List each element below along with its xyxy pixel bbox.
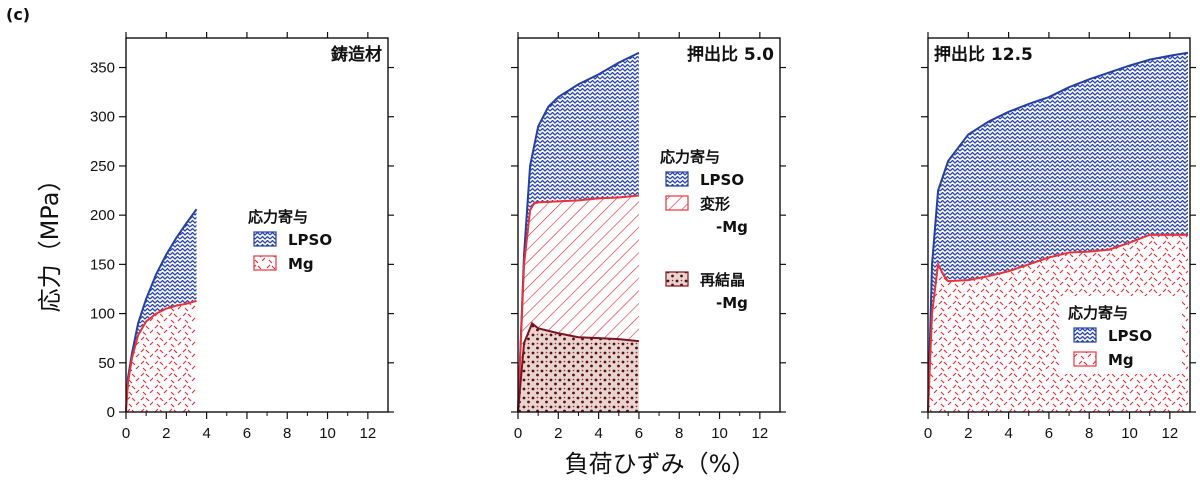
plot-frame [125, 37, 389, 413]
area-rex [518, 323, 639, 412]
x-tick-label: 6 [635, 425, 643, 442]
y-tick-label: 250 [90, 158, 115, 175]
y-tick-label: 0 [107, 404, 115, 421]
curve-lpso [927, 51, 1189, 413]
x-tick-label: 0 [924, 425, 932, 442]
y-tick-label: 200 [90, 207, 115, 224]
x-tick-label: 10 [319, 425, 336, 442]
figure-label: (c) [6, 5, 30, 24]
area-def [518, 195, 639, 412]
legend-label: Mg [288, 255, 314, 273]
legend-label: LPSO [700, 171, 744, 189]
legend-label: Mg [1108, 351, 1134, 369]
curve-mg [927, 233, 1188, 413]
panel-title: 押出比 5.0 [687, 44, 774, 65]
x-tick-label: 4 [1004, 425, 1012, 442]
curve-mg [125, 299, 197, 413]
y-tick-label: 300 [90, 109, 115, 126]
curve-def [517, 194, 640, 413]
x-tick-label: 0 [122, 425, 130, 442]
legend-title: 応力寄与 [248, 208, 308, 226]
x-tick-label: 12 [360, 425, 377, 442]
plot-frame [927, 37, 1191, 413]
x-tick-label: 2 [162, 425, 170, 442]
panel-extrusion-5: 0 2 4 6 8 10 12 押出比 5.0 応力寄与 LPSO 変形 -Mg 再結晶 -Mg [511, 32, 786, 442]
curve-rex [517, 321, 640, 413]
legend-swatch-lpso [1073, 327, 1097, 343]
x-tick-label: 2 [964, 425, 972, 442]
legend-label: LPSO [288, 231, 332, 249]
area-lpso [928, 52, 1188, 413]
legend-label: 再結晶 [700, 271, 745, 289]
legend-title: 応力寄与 [1068, 304, 1128, 322]
legend-swatch-rex [665, 271, 689, 287]
x-tick-label: 2 [554, 425, 562, 442]
legend-label: 変形 [700, 195, 730, 213]
y-tick-label: 50 [98, 355, 115, 372]
x-tick-label: 4 [202, 425, 210, 442]
legend-label: LPSO [1108, 327, 1152, 345]
x-tick-label: 6 [1045, 425, 1053, 442]
x-tick-label: 4 [594, 425, 602, 442]
y-tick-label: 350 [90, 60, 115, 77]
y-axis-label: 応力（MPa） [36, 168, 64, 313]
panel-extrusion-12-5: 0 2 4 6 8 10 12 押出比 12.5 応力寄与 LPSO Mg [921, 32, 1196, 442]
x-tick-label: 12 [752, 425, 769, 442]
legend-swatch-lpso [253, 231, 277, 247]
panel-title: 押出比 12.5 [934, 44, 1033, 65]
x-tick-label: 12 [1162, 425, 1179, 442]
area-mg [126, 300, 197, 412]
x-tick-label: 10 [1121, 425, 1138, 442]
legend-label: -Mg [716, 294, 748, 312]
panel-title: 鋳造材 [331, 44, 382, 65]
legend-swatch-mg [1073, 351, 1097, 367]
x-tick-label: 0 [514, 425, 522, 442]
legend-label: -Mg [716, 218, 748, 236]
x-tick-label: 6 [243, 425, 251, 442]
area-lpso [518, 52, 639, 413]
plot-frame [517, 37, 781, 413]
x-tick-label: 8 [1085, 425, 1093, 442]
legend-title: 応力寄与 [660, 148, 720, 166]
x-axis-label: 負荷ひずみ（%） [565, 450, 756, 478]
x-tick-label: 10 [711, 425, 728, 442]
y-tick-label: 150 [90, 256, 115, 273]
x-tick-label: 8 [675, 425, 683, 442]
curve-lpso [517, 51, 640, 413]
legend-swatch-mg [253, 255, 277, 271]
legend-swatch-def [665, 195, 689, 211]
y-tick-label: 100 [90, 306, 115, 323]
x-tick-label: 8 [283, 425, 291, 442]
legend-swatch-lpso [665, 171, 689, 187]
